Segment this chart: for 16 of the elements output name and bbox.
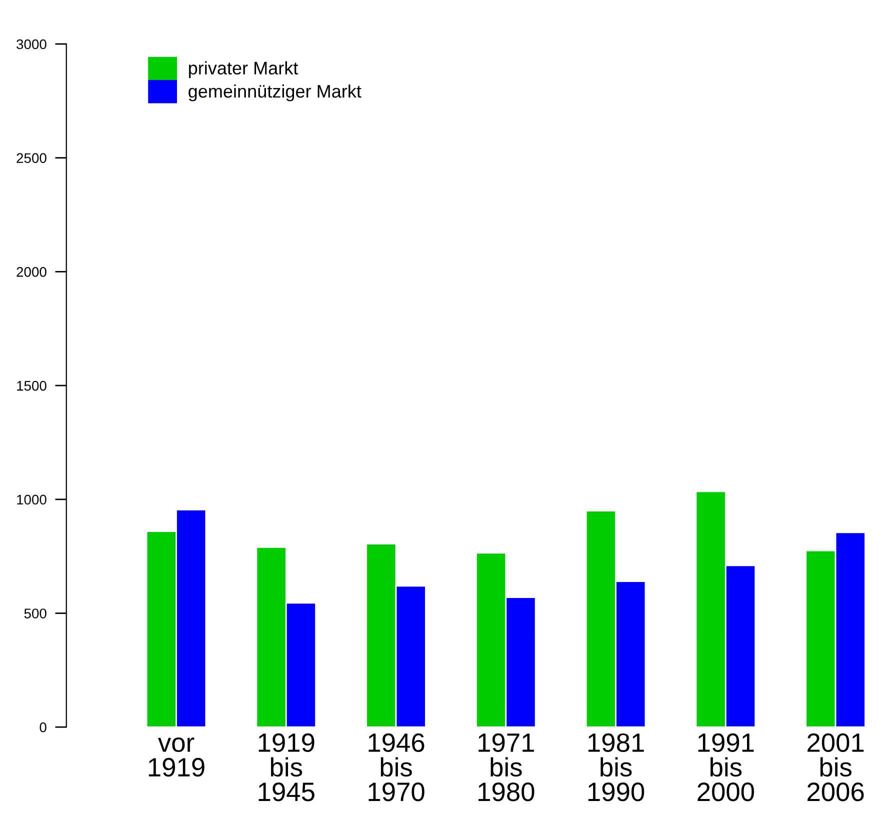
x-tick-label: 2001 bis 2006 bbox=[808, 733, 864, 802]
y-tick-label: 1000 bbox=[17, 494, 46, 505]
x-tick-label: 1946 bis 1970 bbox=[368, 733, 424, 802]
y-tick-label: 500 bbox=[24, 608, 46, 618]
x-tick-label: 1991 bis 2000 bbox=[698, 733, 754, 802]
y-tick-label: 2500 bbox=[16, 153, 46, 164]
x-tick-label: vor 1919 bbox=[148, 738, 204, 777]
x-tick-label: 1919 bis 1945 bbox=[258, 733, 314, 802]
y-tick-label: 1500 bbox=[17, 380, 46, 391]
legend-label: gemeinnütziger Markt bbox=[188, 84, 362, 102]
y-tick-label: 0 bbox=[40, 722, 46, 732]
y-tick-label: 2000 bbox=[16, 267, 46, 277]
x-tick-label: 1981 bis 1990 bbox=[588, 733, 644, 802]
legend-label: privater Markt bbox=[189, 61, 298, 78]
x-tick-label: 1971 bis 1980 bbox=[478, 733, 534, 802]
y-tick-label: 3000 bbox=[16, 39, 46, 50]
